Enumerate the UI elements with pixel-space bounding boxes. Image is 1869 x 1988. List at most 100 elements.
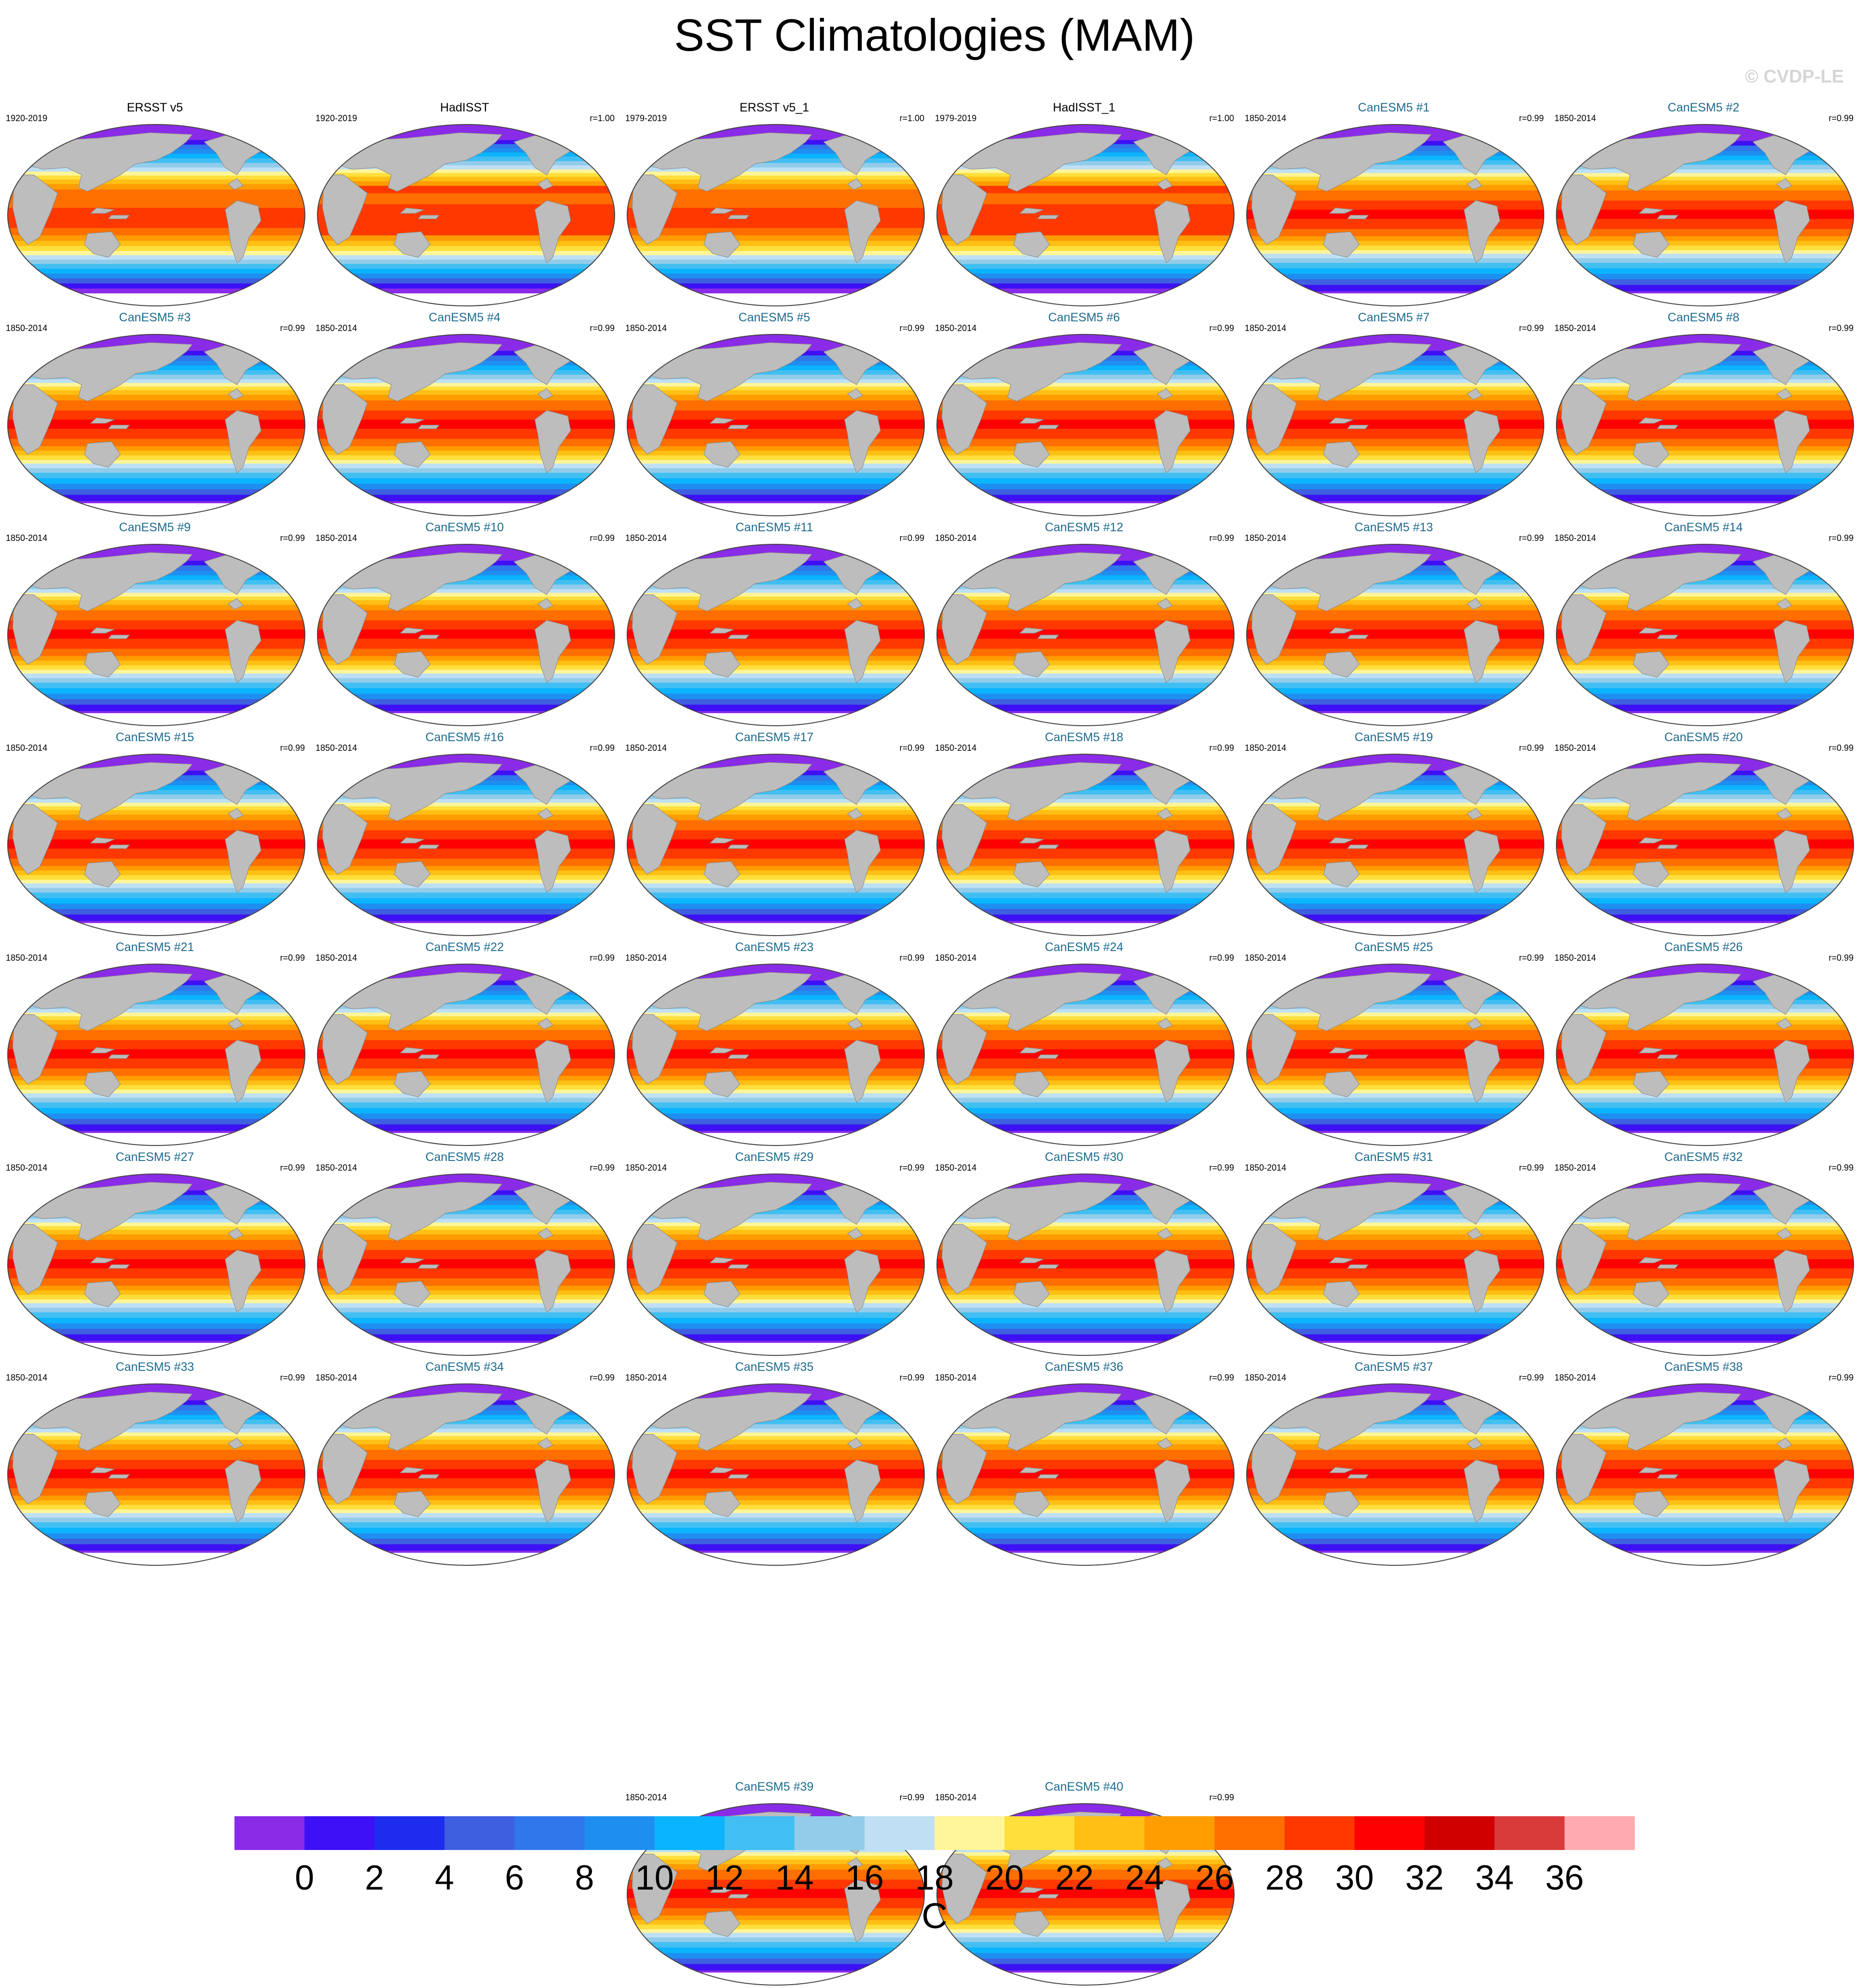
continent [417, 635, 440, 639]
sst-band [937, 1085, 1234, 1090]
continent [1347, 215, 1369, 220]
sst-band [317, 1334, 615, 1341]
sst-map [317, 334, 615, 516]
panel-period: 1850-2014 [625, 1373, 667, 1382]
sst-band [8, 163, 305, 168]
sst-band [937, 1113, 1234, 1119]
panel-correlation: r=0.99 [280, 1163, 305, 1173]
panel-title: CanESM5 #36 [1044, 1360, 1124, 1374]
sst-band [8, 158, 305, 164]
continent [322, 1014, 368, 1085]
sst-band [317, 1108, 615, 1114]
continent [1154, 1250, 1191, 1313]
sst-band [937, 1009, 1234, 1013]
sst-band [627, 1852, 924, 1856]
continent [727, 1894, 750, 1899]
sst-band [627, 688, 924, 694]
continent [90, 207, 115, 214]
sst-band [8, 1076, 305, 1081]
panel-correlation: r=0.99 [280, 953, 305, 963]
sst-band [8, 820, 305, 831]
sst-band [937, 165, 1234, 170]
sst-band [1247, 1308, 1544, 1313]
sst-band [1247, 649, 1544, 657]
sst-band [1247, 1303, 1544, 1309]
panel-period: 1850-2014 [316, 323, 357, 333]
continent [709, 1887, 734, 1893]
sst-band [1247, 1318, 1544, 1324]
map-panel: CanESM5 #26 1850-2014 r=0.99 [1549, 936, 1858, 1148]
sst-band [1556, 177, 1854, 181]
continent [263, 342, 286, 363]
sst-band [8, 1323, 305, 1329]
sst-band [627, 693, 924, 700]
sst-band [627, 806, 924, 811]
sst-band [937, 1539, 1234, 1545]
continent [941, 1224, 987, 1295]
sst-band [8, 661, 305, 666]
continent [537, 1228, 553, 1240]
continent [227, 598, 244, 610]
sst-band [1247, 883, 1544, 889]
continent [1656, 215, 1679, 220]
map-panel: CanESM5 #22 1850-2014 r=0.99 [310, 936, 619, 1148]
sst-band [317, 820, 615, 831]
continent [844, 620, 881, 683]
continent [709, 627, 734, 634]
panel-title: CanESM5 #13 [1354, 521, 1433, 534]
map-outline [7, 1173, 305, 1356]
continent [225, 1040, 261, 1103]
continent [1773, 1460, 1810, 1523]
sst-band [1556, 914, 1854, 922]
sst-band [1556, 1049, 1854, 1059]
panel-period: 1850-2014 [1554, 953, 1596, 963]
continent [1347, 635, 1369, 639]
map-outline [317, 1173, 615, 1356]
sst-band [937, 688, 1234, 694]
sst-band [1556, 245, 1854, 250]
sst-band [627, 1299, 924, 1304]
sst-band [8, 1522, 305, 1528]
continent [84, 1281, 121, 1307]
sst-band [1556, 629, 1854, 639]
continent [1251, 1434, 1297, 1505]
sst-band [627, 1488, 924, 1496]
sst-band [1247, 580, 1544, 585]
panel-title: CanESM5 #12 [1044, 521, 1124, 534]
continent [1019, 207, 1044, 214]
sst-band [8, 1113, 305, 1119]
sst-band [317, 1544, 615, 1551]
sst-band [937, 260, 1234, 264]
sst-band [1247, 400, 1544, 411]
sst-map [7, 1383, 305, 1566]
sst-band [1247, 1219, 1544, 1223]
map-panel: CanESM5 #30 1850-2014 r=0.99 [929, 1146, 1239, 1358]
sst-band [1247, 699, 1544, 705]
sst-band [317, 678, 615, 683]
sst-band [627, 1049, 924, 1059]
sst-band [8, 665, 305, 670]
sst-band [8, 463, 305, 469]
continent [1193, 1392, 1215, 1413]
map-panel: CanESM5 #6 1850-2014 r=0.99 [929, 306, 1239, 519]
sst-band [627, 460, 924, 464]
sst-band [937, 255, 1234, 260]
continent [1013, 1910, 1050, 1937]
sst-band [1556, 1219, 1854, 1223]
panel-title: CanESM5 #20 [1664, 731, 1743, 744]
sst-band [627, 883, 924, 889]
continent [1812, 132, 1834, 153]
continent [1656, 1264, 1679, 1269]
panel-correlation: r=0.99 [1519, 1373, 1544, 1382]
sst-band [937, 1852, 1234, 1856]
continent [1193, 342, 1215, 363]
sst-band [1247, 656, 1544, 661]
sst-band [627, 1219, 924, 1223]
sst-band [937, 883, 1234, 889]
continent [1502, 552, 1525, 573]
continent [1561, 1014, 1607, 1085]
sst-map [317, 964, 615, 1146]
sst-band [627, 673, 924, 679]
continent [847, 1857, 863, 1869]
sst-band [317, 1429, 615, 1433]
